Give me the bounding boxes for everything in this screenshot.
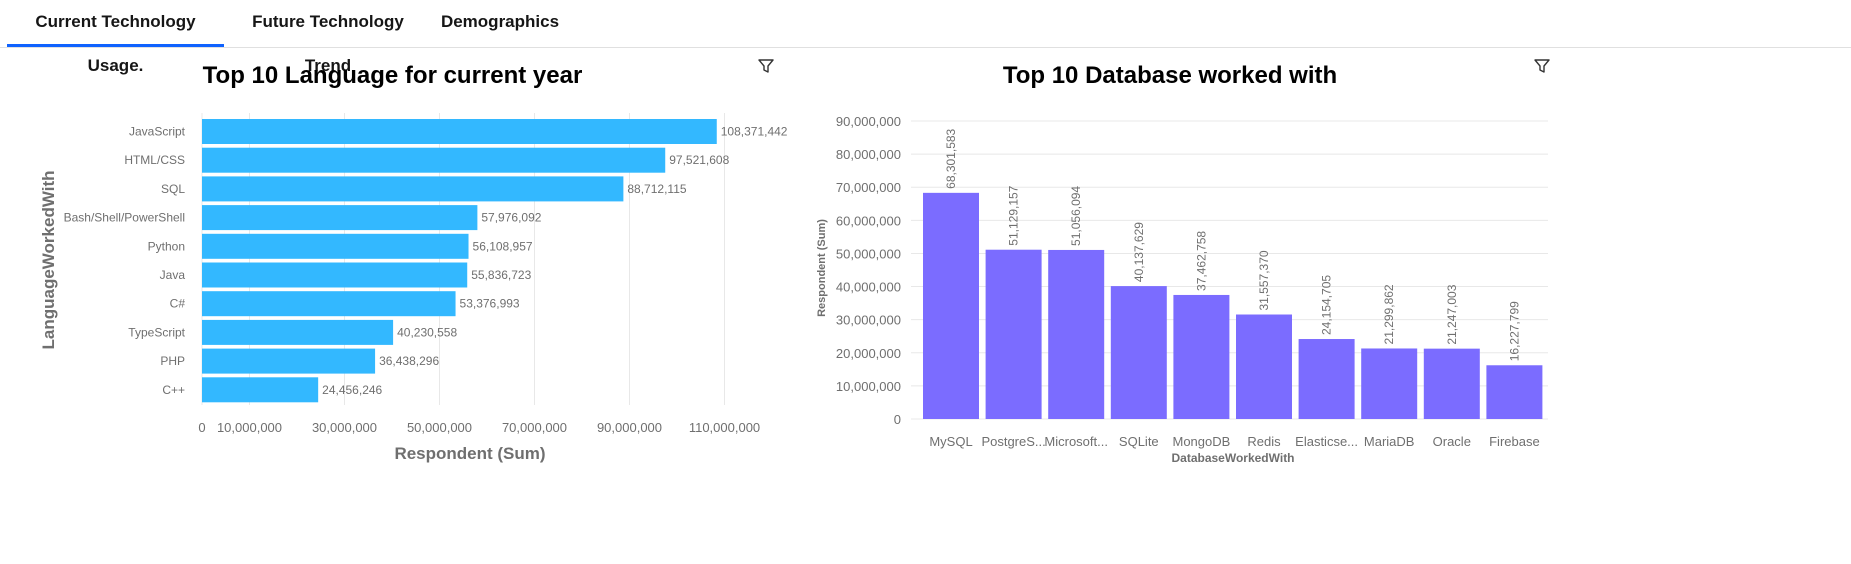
y-axis-label: Respondent (Sum) bbox=[816, 219, 828, 317]
y-tick-label: 40,000,000 bbox=[836, 280, 901, 295]
data-label: 24,456,246 bbox=[322, 383, 382, 397]
bar bbox=[1486, 365, 1543, 419]
bar bbox=[202, 291, 456, 317]
x-tick-label: SQLite bbox=[1119, 434, 1159, 449]
bar bbox=[202, 348, 376, 374]
bar bbox=[1173, 294, 1230, 419]
x-tick-label: Elasticse... bbox=[1295, 434, 1358, 449]
data-label: 37,462,758 bbox=[1194, 231, 1208, 291]
data-label: 88,712,115 bbox=[627, 182, 686, 196]
data-label: 97,521,608 bbox=[669, 153, 729, 167]
bar bbox=[202, 377, 319, 403]
y-tick-label: HTML/CSS bbox=[124, 153, 185, 167]
bar bbox=[202, 205, 478, 231]
data-label: 55,836,723 bbox=[471, 268, 531, 282]
data-label: 51,129,157 bbox=[1007, 185, 1021, 245]
bar bbox=[202, 119, 717, 144]
data-label: 53,376,993 bbox=[460, 297, 520, 311]
x-axis-label: Respondent (Sum) bbox=[394, 444, 545, 463]
y-tick-label: 0 bbox=[894, 412, 901, 427]
y-tick-label: JavaScript bbox=[129, 125, 186, 139]
y-tick-label: C# bbox=[170, 297, 186, 311]
bar bbox=[1048, 249, 1105, 419]
tab-bar: Current Technology Usage. Future Technol… bbox=[0, 0, 1851, 75]
x-tick-label: 110,000,000 bbox=[689, 420, 760, 435]
y-tick-label: 70,000,000 bbox=[836, 180, 901, 195]
tab-demographics[interactable]: Demographics bbox=[440, 12, 560, 31]
bar bbox=[202, 233, 469, 259]
y-tick-label: 90,000,000 bbox=[836, 114, 901, 129]
bar bbox=[985, 249, 1042, 419]
x-axis-label: DatabaseWorkedWith bbox=[1171, 451, 1294, 465]
bar bbox=[202, 319, 394, 345]
y-tick-label: C++ bbox=[162, 383, 185, 397]
x-tick-label: Microsoft... bbox=[1044, 434, 1108, 449]
x-tick-label: MariaDB bbox=[1364, 434, 1415, 449]
data-label: 51,056,094 bbox=[1069, 186, 1083, 246]
data-label: 56,108,957 bbox=[473, 239, 533, 253]
filter-icon[interactable] bbox=[757, 57, 775, 75]
y-tick-label: 50,000,000 bbox=[836, 246, 901, 261]
x-tick-label: Redis bbox=[1247, 434, 1281, 449]
y-tick-label: 20,000,000 bbox=[836, 346, 901, 361]
y-tick-label: Java bbox=[160, 268, 186, 282]
data-label: 108,371,442 bbox=[721, 125, 788, 139]
database-chart-title: Top 10 Database worked with bbox=[1002, 62, 1338, 89]
x-tick-label: MongoDB bbox=[1172, 434, 1230, 449]
filter-icon[interactable] bbox=[1533, 57, 1551, 75]
bar bbox=[202, 147, 666, 173]
data-label: 40,230,558 bbox=[397, 325, 457, 339]
bar bbox=[1110, 286, 1167, 419]
y-tick-label: Bash/Shell/PowerShell bbox=[64, 211, 185, 225]
data-label: 36,438,296 bbox=[379, 354, 439, 368]
y-tick-label: 10,000,000 bbox=[836, 379, 901, 394]
x-tick-label: 90,000,000 bbox=[597, 420, 662, 435]
y-tick-label: 30,000,000 bbox=[836, 313, 901, 328]
x-tick-label: PostgreS... bbox=[981, 434, 1045, 449]
bar bbox=[1423, 348, 1480, 419]
tab-current-technology-usage[interactable]: Current Technology Usage. bbox=[7, 0, 224, 75]
data-label: 16,227,799 bbox=[1507, 301, 1521, 361]
y-tick-label: SQL bbox=[161, 182, 185, 196]
y-axis-label: LanguageWorkedWith bbox=[39, 171, 58, 350]
bar bbox=[1236, 314, 1292, 419]
data-label: 21,299,862 bbox=[1382, 284, 1396, 344]
bar bbox=[202, 176, 624, 202]
x-tick-label: 50,000,000 bbox=[407, 420, 472, 435]
data-label: 57,976,092 bbox=[481, 211, 541, 225]
bar bbox=[923, 192, 979, 419]
data-label: 31,557,370 bbox=[1257, 250, 1271, 310]
bar bbox=[1298, 339, 1355, 419]
x-tick-label: 10,000,000 bbox=[217, 420, 282, 435]
bar bbox=[1361, 348, 1418, 419]
data-label: 21,247,003 bbox=[1445, 284, 1459, 344]
data-label: 24,154,705 bbox=[1320, 275, 1334, 335]
x-tick-label: Oracle bbox=[1433, 434, 1471, 449]
x-tick-label: MySQL bbox=[929, 434, 972, 449]
data-label: 68,301,583 bbox=[944, 128, 958, 188]
bar bbox=[202, 262, 468, 288]
x-tick-label: 0 bbox=[198, 420, 205, 435]
y-tick-label: 80,000,000 bbox=[836, 147, 901, 162]
y-tick-label: 60,000,000 bbox=[836, 213, 901, 228]
x-tick-label: 30,000,000 bbox=[312, 420, 377, 435]
language-chart-title: Top 10 Language for current year bbox=[202, 62, 583, 89]
tab-future-technology-trend[interactable]: Future Technology Trend bbox=[252, 12, 404, 75]
y-tick-label: PHP bbox=[160, 354, 185, 368]
y-tick-label: TypeScript bbox=[128, 325, 185, 339]
x-tick-label: Firebase bbox=[1489, 434, 1540, 449]
x-tick-label: 70,000,000 bbox=[502, 420, 567, 435]
y-tick-label: Python bbox=[148, 239, 185, 253]
data-label: 40,137,629 bbox=[1132, 222, 1146, 282]
